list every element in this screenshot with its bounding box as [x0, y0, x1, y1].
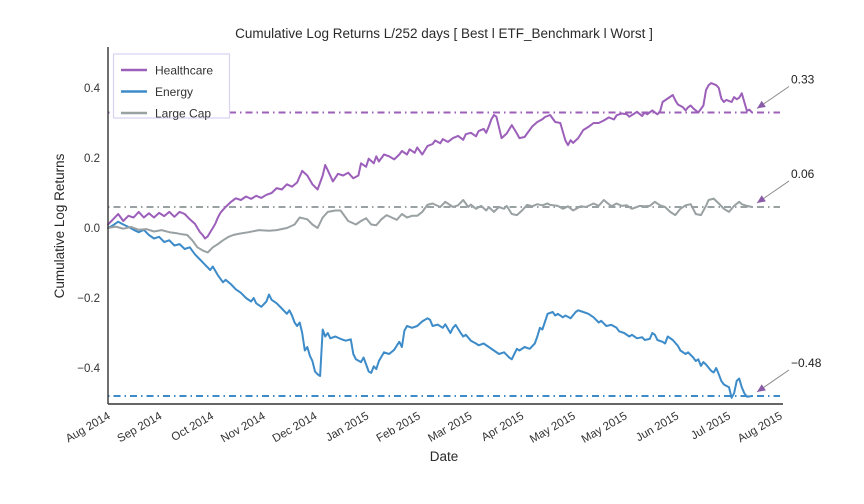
x-tick-label: Sep 2014	[116, 410, 165, 445]
annotation-arrowhead-icon	[757, 384, 766, 392]
legend-item-label: Large Cap	[155, 107, 211, 121]
x-tick-label: May 2015	[528, 410, 578, 446]
series-line-large-cap	[107, 197, 753, 254]
legend-item-large-cap[interactable]: Large Cap	[121, 107, 211, 121]
legend-item-healthcare[interactable]: Healthcare	[121, 64, 213, 78]
series-line-energy	[107, 220, 753, 399]
annotation-value-label: 0.33	[791, 73, 815, 87]
legend-box	[112, 53, 231, 119]
x-tick-label: Jun 2015	[634, 410, 681, 444]
legend-item-label: Healthcare	[155, 64, 213, 78]
legend: Healthcare Energy Large Cap	[112, 53, 231, 121]
legend-item-energy[interactable]: Energy	[121, 85, 193, 99]
chart-title: Cumulative Log Returns L/252 days [ Best…	[235, 26, 653, 41]
y-tick-label: −0.2	[77, 293, 100, 305]
annotation-arrowhead-icon	[757, 100, 766, 109]
x-tick-labels-group: Aug 2014 Sep 2014 Oct 2014 Nov 2014 Dec 2014…	[64, 410, 785, 446]
y-tick-labels-group: 0.4 0.2 0.0 −0.2 −0.4	[77, 83, 100, 375]
annotation-value-label: 0.06	[791, 167, 815, 181]
x-tick-label: Aug 2015	[736, 410, 785, 445]
x-tick-label: Oct 2014	[169, 410, 216, 444]
x-tick-label: Dec 2014	[271, 410, 320, 445]
series-line-healthcare	[107, 82, 753, 240]
annotation-value-label: −0.48	[791, 356, 822, 370]
y-tick-label: 0.4	[84, 83, 101, 95]
reference-lines-group	[108, 111, 780, 397]
x-axis-title: Date	[430, 449, 459, 464]
x-tick-label: Feb 2015	[375, 410, 423, 445]
x-tick-label: Aug 2014	[64, 410, 113, 445]
x-tick-label: May 2015	[580, 410, 630, 446]
series-lines-group	[107, 82, 753, 399]
y-tick-label: 0.0	[84, 223, 100, 235]
x-tick-label: Apr 2015	[480, 410, 526, 444]
annotation-0-33: 0.33	[756, 73, 815, 109]
x-tick-label: Nov 2014	[219, 410, 268, 445]
x-tick-label: Mar 2015	[426, 410, 474, 445]
legend-item-label: Energy	[155, 85, 193, 99]
annotation-0-06: 0.06	[756, 167, 815, 204]
annotations-group: 0.33 0.06 −0.48	[756, 73, 822, 393]
x-tick-label: Jul 2015	[689, 410, 733, 442]
x-tick-label: Jan 2015	[324, 410, 371, 444]
annotation-arrowhead-icon	[757, 195, 766, 203]
y-axis-title: Cumulative Log Returns	[52, 153, 67, 298]
annotation--0-48: −0.48	[756, 356, 822, 393]
y-tick-label: −0.4	[77, 363, 100, 375]
y-tick-label: 0.2	[84, 153, 100, 165]
